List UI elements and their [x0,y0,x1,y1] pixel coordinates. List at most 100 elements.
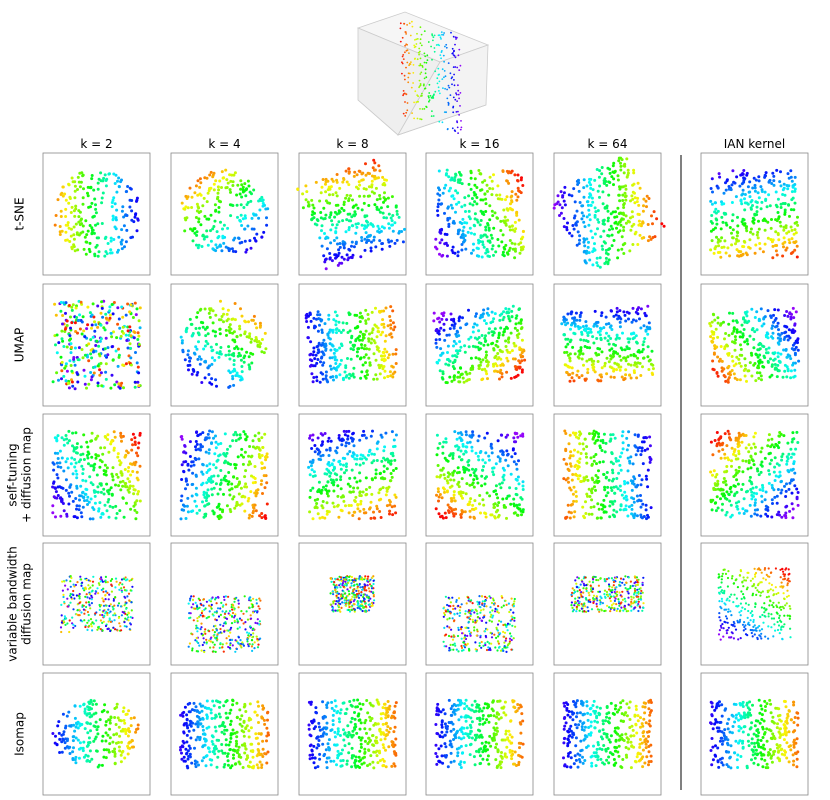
point [196,443,199,446]
point [569,359,572,362]
point [246,435,249,438]
point [474,468,477,471]
point [239,433,242,436]
point [78,460,81,463]
point [744,364,747,367]
point [90,481,93,484]
point [342,500,345,503]
cube-point [434,47,436,49]
point [212,463,215,466]
point [742,245,745,248]
point [752,217,755,220]
point [322,486,325,489]
point [317,330,320,333]
point [254,322,257,325]
point [325,371,328,374]
point [73,215,76,218]
point [78,346,81,349]
point [70,491,73,494]
point [117,476,120,479]
point [571,346,574,349]
cube-point [428,95,430,97]
point [389,319,392,322]
point [441,452,444,455]
point [309,489,312,492]
point [378,510,381,513]
point [488,239,491,242]
point [119,481,122,484]
point [228,350,231,353]
point [67,202,70,205]
point [266,503,269,506]
point [60,210,63,213]
point [749,247,752,250]
cube-point [453,36,455,38]
point [734,338,737,341]
point [204,513,207,516]
point [338,373,341,376]
point [220,186,223,189]
point [631,215,634,218]
point [112,218,115,221]
point [747,185,750,188]
point [789,376,792,379]
point [348,213,351,216]
point [596,227,599,230]
point [331,463,334,466]
column-header: k = 4 [208,137,240,151]
point [608,235,611,238]
point [57,457,60,460]
point [229,508,232,511]
point [112,173,115,176]
point [323,232,326,235]
point [216,351,219,354]
point [620,359,623,362]
point [732,319,735,322]
point [199,446,202,449]
point [352,490,355,493]
cube-point [411,112,413,114]
point [382,351,385,354]
point [226,504,229,507]
point [779,170,782,173]
point [780,184,783,187]
point [447,358,450,361]
point [363,224,366,227]
point [565,226,568,229]
point [73,226,76,229]
point [217,188,220,191]
point [192,368,195,371]
point [355,204,358,207]
point [235,194,238,197]
cube-point [403,113,405,115]
point [239,188,242,191]
point [244,438,247,441]
point [595,337,598,340]
point [61,499,64,502]
point [461,243,464,246]
point [90,177,93,180]
point [129,485,132,488]
point [199,181,202,184]
cube-point [445,111,447,113]
point [184,358,187,361]
point [633,371,636,374]
point [221,170,224,173]
point [393,459,396,462]
point [628,338,631,341]
point [501,372,504,375]
point [636,312,639,315]
point [207,244,210,247]
point [367,318,370,321]
point [636,197,639,200]
point [67,382,70,385]
point [751,204,754,207]
point [328,448,331,451]
point [731,219,734,222]
cube-point [417,95,419,97]
point [80,511,83,514]
point [342,329,345,332]
point [364,344,367,347]
point [762,250,765,253]
point [771,337,774,340]
